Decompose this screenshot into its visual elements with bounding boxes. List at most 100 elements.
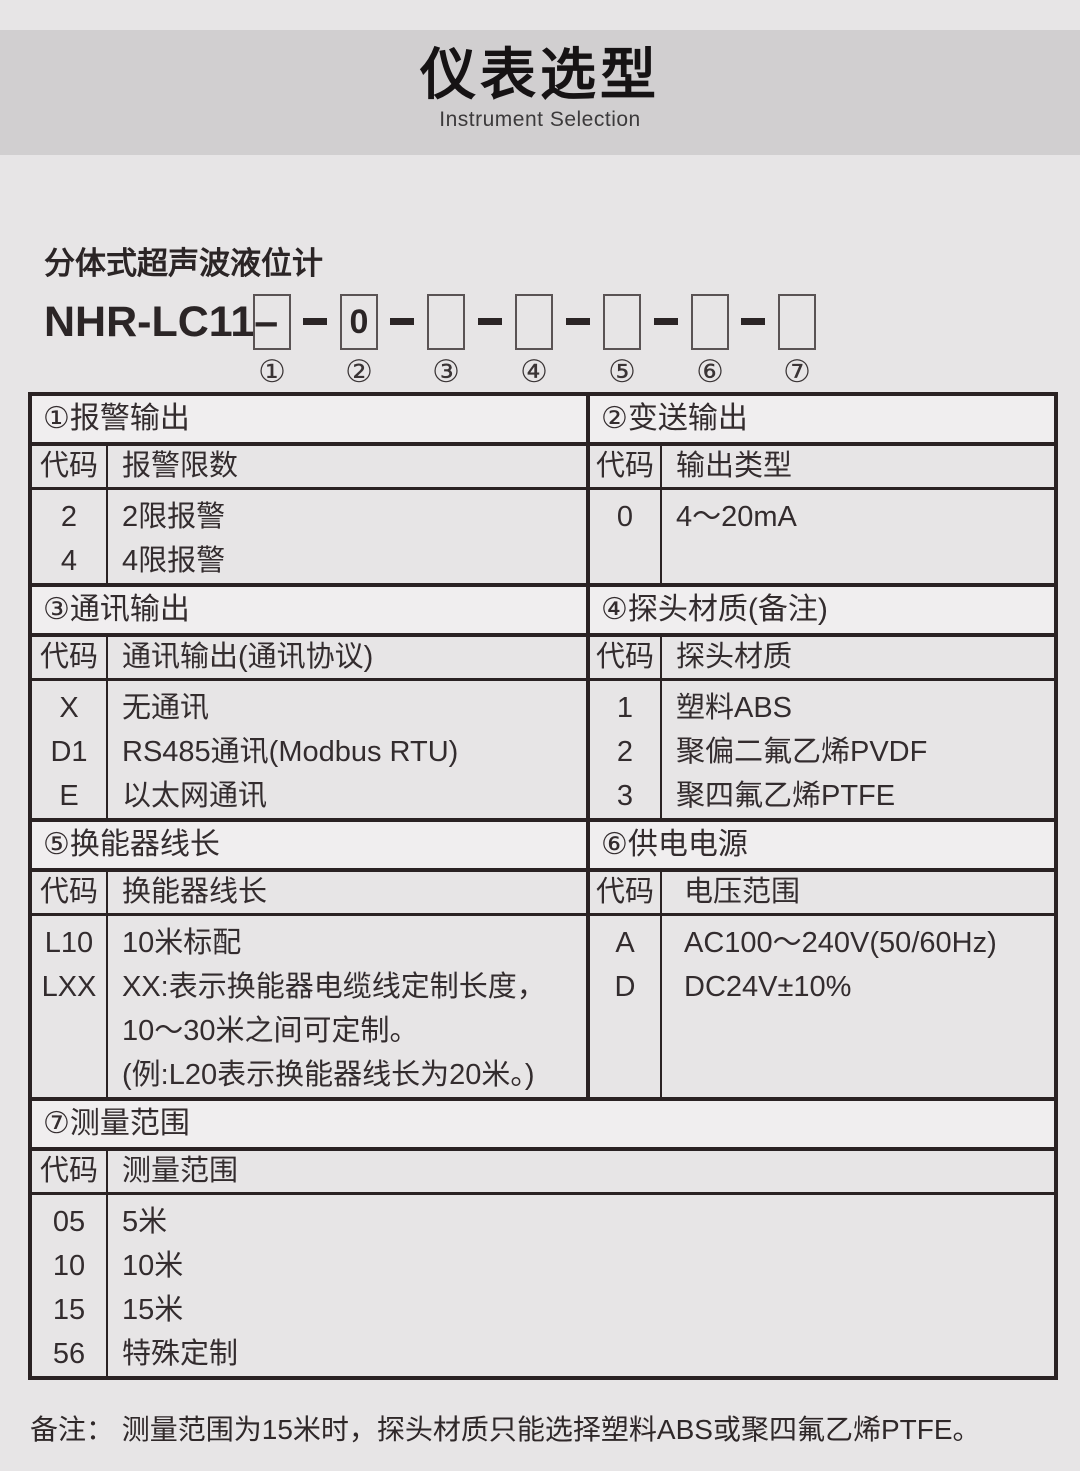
description-value: (例:L20表示换能器线长为20米。) — [122, 1059, 535, 1091]
section-communication-output: ③通讯输出 代码 X D1 E 通讯输出(通讯协议) 无通讯 — [32, 587, 586, 818]
code-column: 代码 05 10 15 56 — [32, 1151, 108, 1376]
description-column: 电压范围 AC100～240V(50/60Hz) DC24V±10% — [662, 872, 1054, 1097]
position-label-4: ④ — [520, 354, 548, 389]
model-dash — [390, 318, 414, 325]
table-band-4: ⑦测量范围 代码 05 10 15 56 测量范围 5米 10米 — [32, 1101, 1054, 1376]
code-column: 代码 A D — [590, 872, 662, 1097]
code-value: X — [59, 692, 79, 724]
description-value: 10～30米之间可定制。 — [122, 1015, 419, 1047]
description-value: XX:表示换能器电缆线定制长度， — [122, 971, 546, 1003]
section-title: ⑥供电电源 — [590, 822, 1054, 872]
table-band-2: ③通讯输出 代码 X D1 E 通讯输出(通讯协议) 无通讯 — [32, 587, 1054, 818]
description-value: DC24V±10% — [684, 971, 852, 1003]
code-value: 4 — [60, 545, 78, 577]
product-name: 分体式超声波液位计 — [44, 246, 323, 281]
model-dash — [478, 318, 502, 325]
column-header: 报警限数 — [108, 446, 586, 490]
code-value: LXX — [41, 971, 97, 1003]
model-prefix: NHR-LC11– — [44, 298, 279, 346]
column-header: 通讯输出(通讯协议) — [108, 637, 586, 681]
divider — [32, 818, 1054, 822]
description-value: 4限报警 — [122, 545, 226, 577]
model-code-box-3 — [427, 294, 465, 350]
model-code-diagram: NHR-LC11– 0 ① ② ③ ④ ⑤ ⑥ ⑦ — [44, 292, 854, 397]
divider — [586, 587, 590, 818]
description-value: 4～20mA — [676, 501, 797, 533]
position-label-6: ⑥ — [696, 354, 724, 389]
section-title: ⑦测量范围 — [32, 1101, 1054, 1151]
code-value: 2 — [60, 501, 78, 533]
description-value: 无通讯 — [122, 692, 210, 724]
section-measuring-range: ⑦测量范围 代码 05 10 15 56 测量范围 5米 10米 — [32, 1101, 1054, 1376]
column-header: 输出类型 — [662, 446, 1054, 490]
code-value: 10 — [52, 1250, 86, 1282]
column-header: 电压范围 — [662, 872, 1054, 916]
divider — [586, 396, 590, 583]
table-band-1: ①报警输出 代码 2 4 报警限数 2限报警 4限报警 — [32, 396, 1054, 583]
description-column: 报警限数 2限报警 4限报警 — [108, 446, 586, 583]
position-label-1: ① — [258, 354, 286, 389]
description-column: 探头材质 塑料ABS 聚偏二氟乙烯PVDF 聚四氟乙烯PTFE — [662, 637, 1054, 818]
divider — [32, 583, 1054, 587]
section-transducer-cable-length: ⑤换能器线长 代码 L10 LXX 换能器线长 — [32, 822, 586, 1097]
description-value: 10米标配 — [122, 927, 242, 959]
description-value: 特殊定制 — [122, 1338, 239, 1370]
section-title: ①报警输出 — [32, 396, 586, 446]
divider — [586, 822, 590, 1097]
code-value: L10 — [44, 927, 94, 959]
code-value: 0 — [616, 501, 634, 533]
code-value: 56 — [52, 1338, 86, 1370]
code-value: A — [615, 927, 635, 959]
column-header: 探头材质 — [662, 637, 1054, 681]
model-code-box-4 — [515, 294, 553, 350]
section-transmit-output: ②变送输出 代码 0 输出类型 4～20mA — [590, 396, 1054, 583]
section-title: ②变送输出 — [590, 396, 1054, 446]
model-code-box-5 — [603, 294, 641, 350]
code-column: 代码 1 2 3 — [590, 637, 662, 818]
code-column: 代码 0 — [590, 446, 662, 583]
code-column: 代码 2 4 — [32, 446, 108, 583]
section-alarm-output: ①报警输出 代码 2 4 报警限数 2限报警 4限报警 — [32, 396, 586, 583]
section-probe-material: ④探头材质(备注) 代码 1 2 3 探头材质 塑料ABS — [590, 587, 1054, 818]
code-value: 1 — [616, 692, 634, 724]
column-header: 代码 — [32, 1151, 106, 1195]
footnote: 备注： 测量范围为15米时，探头材质只能选择塑料ABS或聚四氟乙烯PTFE。 — [30, 1414, 981, 1445]
code-value: 05 — [52, 1206, 86, 1238]
column-header: 代码 — [590, 446, 660, 490]
model-dash — [566, 318, 590, 325]
selection-table: ①报警输出 代码 2 4 报警限数 2限报警 4限报警 — [28, 392, 1058, 1380]
column-header: 代码 — [32, 446, 106, 490]
description-value: 以太网通讯 — [122, 780, 268, 812]
description-column: 输出类型 4～20mA — [662, 446, 1054, 583]
description-value: 2限报警 — [122, 501, 226, 533]
model-code-box-7 — [778, 294, 816, 350]
position-label-5: ⑤ — [608, 354, 636, 389]
description-column: 通讯输出(通讯协议) 无通讯 RS485通讯(Modbus RTU) 以太网通讯 — [108, 637, 586, 818]
model-dash — [654, 318, 678, 325]
code-value: 15 — [52, 1294, 86, 1326]
code-value: 2 — [616, 736, 634, 768]
code-value: D — [614, 971, 636, 1003]
table-band-3: ⑤换能器线长 代码 L10 LXX 换能器线长 — [32, 822, 1054, 1097]
section-power-supply: ⑥供电电源 代码 A D 电压范围 AC100～240V(50/60Hz) D — [590, 822, 1054, 1097]
model-code-box-6 — [691, 294, 729, 350]
code-column: 代码 L10 LXX — [32, 872, 108, 1097]
description-value: 5米 — [122, 1206, 168, 1238]
position-label-3: ③ — [432, 354, 460, 389]
title-band: 仪表选型 Instrument Selection — [0, 30, 1080, 155]
description-value: AC100～240V(50/60Hz) — [684, 927, 997, 959]
column-header: 代码 — [32, 872, 106, 916]
description-column: 换能器线长 10米标配 XX:表示换能器电缆线定制长度， 10～30米之间可定制… — [108, 872, 586, 1097]
code-column: 代码 X D1 E — [32, 637, 108, 818]
description-value: 塑料ABS — [676, 692, 793, 724]
model-dash — [741, 318, 765, 325]
model-code-box-2: 0 — [340, 294, 378, 350]
description-value: RS485通讯(Modbus RTU) — [122, 736, 459, 768]
description-value: 聚偏二氟乙烯PVDF — [676, 736, 928, 768]
description-column: 测量范围 5米 10米 15米 特殊定制 — [108, 1151, 1054, 1376]
column-header: 代码 — [590, 872, 660, 916]
code-value: E — [59, 780, 79, 812]
section-title: ③通讯输出 — [32, 587, 586, 637]
section-title: ④探头材质(备注) — [590, 587, 1054, 637]
section-title: ⑤换能器线长 — [32, 822, 586, 872]
